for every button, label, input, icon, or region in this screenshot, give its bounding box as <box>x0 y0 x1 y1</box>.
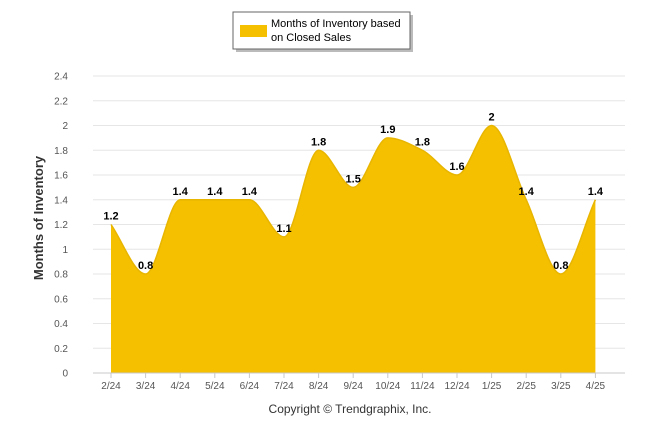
legend[interactable]: Months of Inventory based on Closed Sale… <box>232 11 413 52</box>
y-tick-label: 1.6 <box>54 171 68 182</box>
y-tick-label: 1.4 <box>54 195 68 206</box>
legend-swatch <box>240 25 267 37</box>
x-tick-label: 12/24 <box>444 381 469 392</box>
x-tick-labels: 2/24 3/24 4/24 5/24 6/24 7/24 8/24 9/24 10/24 11/… <box>101 373 606 392</box>
y-tick-label: 0.4 <box>54 319 68 330</box>
data-label: 1.4 <box>588 186 604 198</box>
y-tick-label: 0.2 <box>54 344 68 355</box>
area-fill <box>111 125 596 373</box>
x-tick-label: 3/24 <box>136 381 156 392</box>
data-label: 0.8 <box>553 260 568 272</box>
y-tick-label: 2 <box>62 121 68 132</box>
data-label: 1.8 <box>415 136 430 148</box>
copyright-credit: Copyright © Trendgraphix, Inc. <box>269 402 432 416</box>
data-label: 1.5 <box>346 173 361 185</box>
y-tick-label: 1.8 <box>54 146 68 157</box>
data-label: 1.2 <box>103 211 118 223</box>
x-tick-label: 2/24 <box>101 381 121 392</box>
data-label: 1.8 <box>311 136 326 148</box>
data-labels: 1.2 0.8 1.4 1.4 1.4 1.1 1.8 1.5 1.9 1.8 1.6 2 1.4 0.8… <box>103 112 604 273</box>
y-tick-label: 1 <box>62 245 68 256</box>
x-tick-label: 8/24 <box>309 381 329 392</box>
data-label: 1.4 <box>519 186 535 198</box>
legend-label-line-2: on Closed Sales <box>271 32 352 44</box>
y-tick-label: 2.2 <box>54 96 68 107</box>
y-tick-label: 2.4 <box>54 72 68 83</box>
x-tick-label: 5/24 <box>205 381 225 392</box>
legend-label-line-1: Months of Inventory based <box>271 18 401 30</box>
data-label: 1.1 <box>276 223 291 235</box>
data-label: 1.9 <box>380 124 395 136</box>
x-tick-label: 11/24 <box>410 381 435 392</box>
data-label: 1.6 <box>449 161 464 173</box>
x-tick-label: 10/24 <box>375 381 400 392</box>
x-tick-label: 4/24 <box>170 381 190 392</box>
x-tick-label: 4/25 <box>586 381 606 392</box>
data-label: 0.8 <box>138 260 153 272</box>
data-label: 1.4 <box>242 186 258 198</box>
y-tick-label: 0.6 <box>54 294 68 305</box>
x-tick-label: 9/24 <box>343 381 363 392</box>
x-tick-label: 3/25 <box>551 381 571 392</box>
y-axis-title: Months of Inventory <box>31 155 46 280</box>
area-series <box>110 124 597 373</box>
data-label: 2 <box>489 112 495 124</box>
y-tick-label: 1.2 <box>54 220 68 231</box>
y-tick-labels: 0 0.2 0.4 0.6 0.8 1 1.2 1.4 1.6 1.8 2 2.2 2.4 <box>54 72 68 380</box>
area-line <box>110 124 597 275</box>
x-tick-label: 6/24 <box>240 381 260 392</box>
x-tick-label: 7/24 <box>274 381 294 392</box>
x-tick-label: 1/25 <box>482 381 502 392</box>
data-label: 1.4 <box>173 186 189 198</box>
x-tick-label: 2/25 <box>516 381 536 392</box>
y-tick-label: 0.8 <box>54 270 68 281</box>
y-tick-label: 0 <box>62 369 68 380</box>
data-label: 1.4 <box>207 186 223 198</box>
